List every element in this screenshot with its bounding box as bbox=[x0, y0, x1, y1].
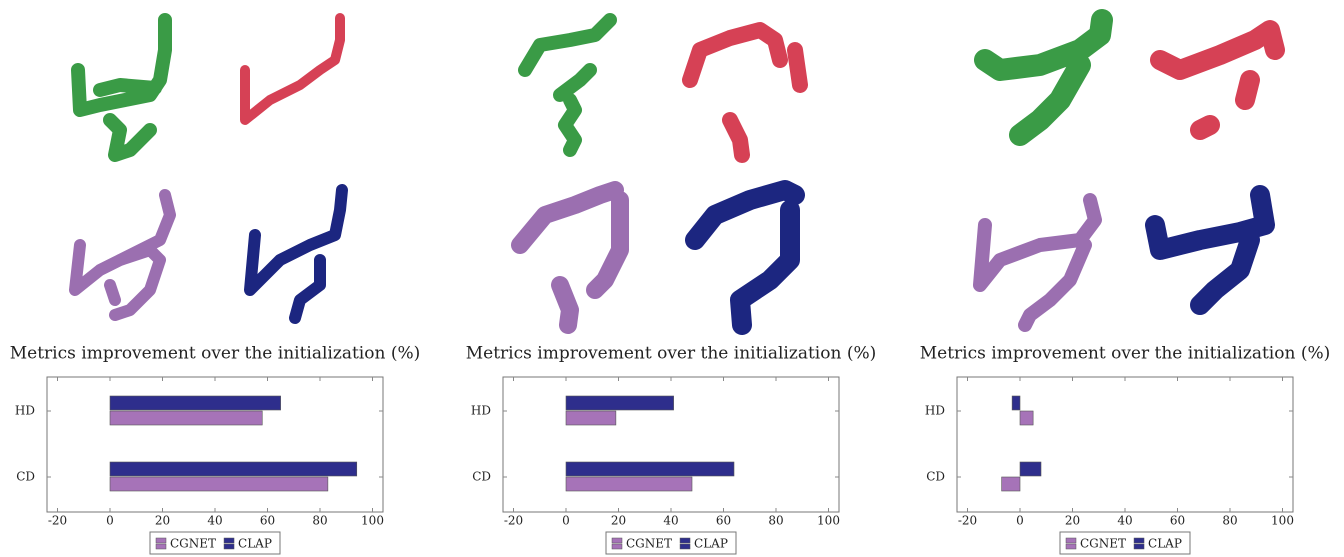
legend-swatch bbox=[224, 538, 234, 543]
bar bbox=[566, 411, 616, 425]
y-tick-label: HD bbox=[925, 404, 945, 418]
legend-swatch bbox=[156, 544, 166, 549]
y-tick-label: CD bbox=[926, 470, 945, 484]
render-purple bbox=[980, 200, 1095, 325]
render-blue bbox=[1155, 195, 1265, 305]
bar bbox=[110, 396, 281, 410]
x-tick-label: 0 bbox=[1016, 514, 1024, 528]
x-tick-label: 0 bbox=[106, 514, 114, 528]
legend-swatch bbox=[1066, 538, 1076, 543]
y-tick-label: CD bbox=[16, 470, 35, 484]
bar bbox=[110, 411, 262, 425]
legend-swatch bbox=[680, 544, 690, 549]
legend-label: CGNET bbox=[1080, 537, 1126, 551]
x-tick-label: 100 bbox=[817, 514, 840, 528]
legend-label: CLAP bbox=[238, 537, 272, 551]
render-red bbox=[245, 18, 340, 120]
x-tick-label: 60 bbox=[716, 514, 731, 528]
x-tick-label: 80 bbox=[1222, 514, 1237, 528]
x-tick-label: 100 bbox=[1271, 514, 1294, 528]
x-tick-label: 80 bbox=[768, 514, 783, 528]
legend-swatch bbox=[1066, 544, 1076, 549]
bar bbox=[1020, 411, 1033, 425]
x-tick-label: 40 bbox=[663, 514, 678, 528]
legend-swatch bbox=[224, 544, 234, 549]
plot-frame bbox=[957, 377, 1293, 512]
bar bbox=[566, 462, 734, 476]
bar bbox=[1002, 477, 1020, 491]
render-green bbox=[525, 20, 610, 150]
render-green bbox=[78, 20, 165, 155]
render-green bbox=[985, 20, 1102, 135]
legend-label: CGNET bbox=[626, 537, 672, 551]
render-blue bbox=[695, 190, 795, 325]
x-tick-label: 40 bbox=[1117, 514, 1132, 528]
renders bbox=[75, 18, 1275, 325]
legend-swatch bbox=[156, 538, 166, 543]
x-tick-label: 40 bbox=[207, 514, 222, 528]
chart-title: Metrics improvement over the initializat… bbox=[920, 344, 1330, 364]
bar bbox=[1012, 396, 1020, 410]
x-tick-label: -20 bbox=[48, 514, 67, 528]
render-red bbox=[690, 30, 800, 155]
bar bbox=[110, 462, 357, 476]
chart-title: Metrics improvement over the initializat… bbox=[466, 344, 876, 364]
legend-swatch bbox=[1134, 544, 1144, 549]
legend-label: CLAP bbox=[694, 537, 728, 551]
x-tick-label: -20 bbox=[504, 514, 523, 528]
legend-swatch bbox=[612, 544, 622, 549]
y-tick-label: HD bbox=[471, 404, 491, 418]
y-tick-label: CD bbox=[472, 470, 491, 484]
bar bbox=[110, 477, 328, 491]
x-tick-label: 60 bbox=[260, 514, 275, 528]
x-tick-label: 0 bbox=[562, 514, 570, 528]
chart-title: Metrics improvement over the initializat… bbox=[10, 344, 420, 364]
legend-swatch bbox=[680, 538, 690, 543]
x-tick-label: 100 bbox=[361, 514, 384, 528]
x-tick-label: 20 bbox=[611, 514, 626, 528]
bar bbox=[566, 396, 674, 410]
figure: Metrics improvement over the initializat… bbox=[0, 0, 1344, 557]
x-tick-label: 20 bbox=[155, 514, 170, 528]
render-blue bbox=[250, 190, 342, 318]
render-purple bbox=[520, 190, 620, 325]
legend-label: CGNET bbox=[170, 537, 216, 551]
legend-label: CLAP bbox=[1148, 537, 1182, 551]
bar bbox=[1020, 462, 1041, 476]
render-red bbox=[1160, 30, 1275, 130]
render-purple bbox=[75, 195, 170, 315]
x-tick-label: 80 bbox=[312, 514, 327, 528]
x-tick-label: -20 bbox=[958, 514, 977, 528]
legend-swatch bbox=[1134, 538, 1144, 543]
bar bbox=[566, 477, 692, 491]
y-tick-label: HD bbox=[15, 404, 35, 418]
x-tick-label: 60 bbox=[1170, 514, 1185, 528]
x-tick-label: 20 bbox=[1065, 514, 1080, 528]
legend-swatch bbox=[612, 538, 622, 543]
